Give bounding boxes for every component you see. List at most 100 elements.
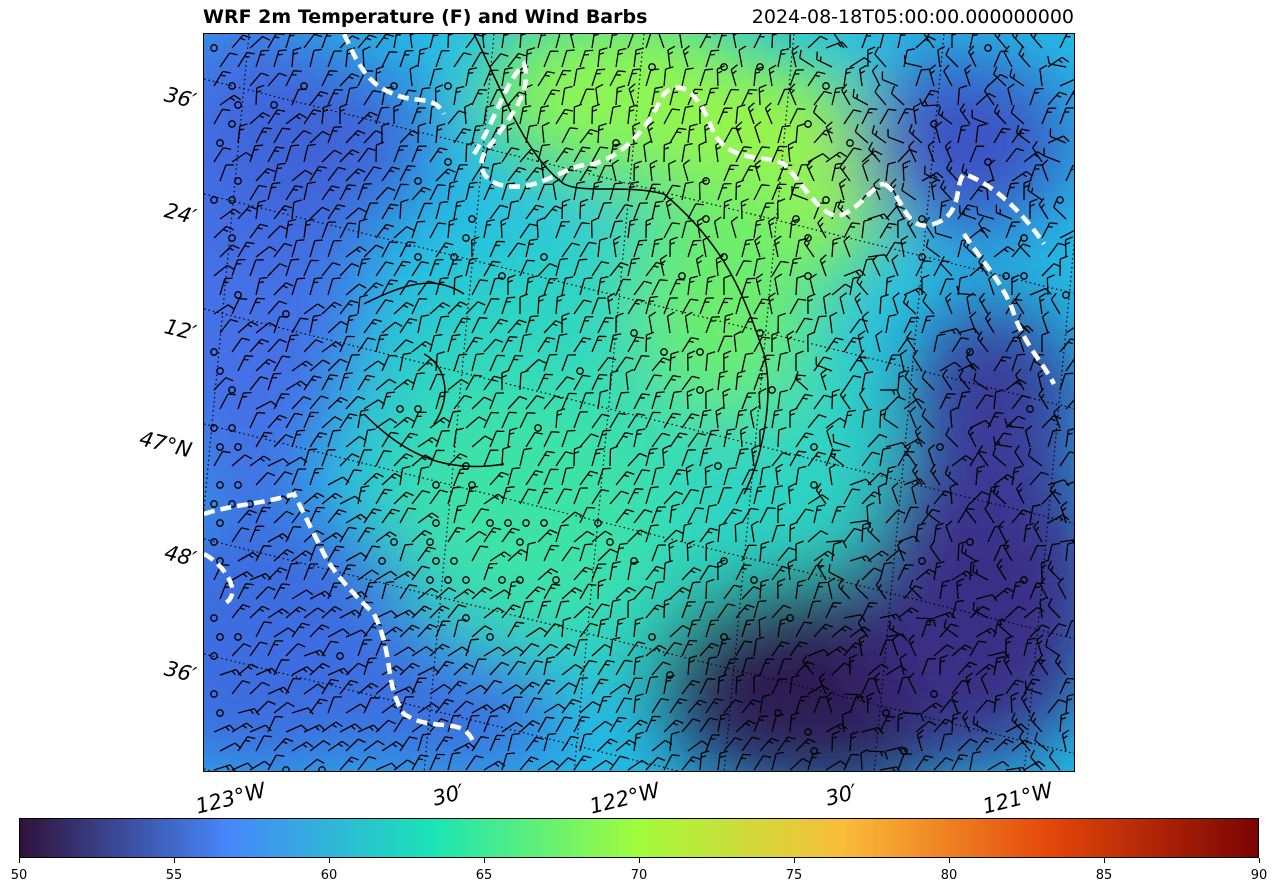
calm-wind-circle xyxy=(318,766,326,771)
wind-barb xyxy=(519,259,535,277)
wind-barb xyxy=(669,731,680,752)
wind-barb xyxy=(681,375,700,391)
wind-barb xyxy=(768,64,777,87)
wind-barb xyxy=(957,661,978,676)
wind-barb xyxy=(669,127,687,144)
wind-barb xyxy=(471,396,492,410)
wind-barb xyxy=(771,34,778,49)
wind-barb xyxy=(327,396,348,410)
wind-barb xyxy=(429,147,448,163)
wind-barb xyxy=(753,636,765,657)
wind-barb xyxy=(363,581,378,600)
wind-barb xyxy=(591,34,599,49)
wind-barb xyxy=(285,606,307,619)
wind-barb xyxy=(1009,68,1025,87)
wind-barb xyxy=(591,413,610,429)
wind-barb xyxy=(857,616,869,638)
calm-wind-circle xyxy=(378,557,386,565)
wind-barb xyxy=(705,619,719,638)
wind-barb xyxy=(489,240,505,258)
wind-barb xyxy=(852,88,869,106)
wind-barb xyxy=(519,681,540,695)
wind-barb xyxy=(213,304,236,315)
wind-barb xyxy=(321,606,342,619)
wind-barb xyxy=(645,183,661,201)
wind-barb xyxy=(411,605,432,619)
wind-barb xyxy=(858,349,869,372)
wind-barb xyxy=(833,34,845,49)
wind-barb xyxy=(357,449,372,467)
calm-wind-circle xyxy=(234,633,242,641)
wind-barb xyxy=(1041,159,1049,182)
wind-barb xyxy=(897,711,907,733)
wind-barb xyxy=(597,389,609,410)
wind-barb xyxy=(813,504,826,524)
calm-wind-circle xyxy=(696,348,704,356)
wind-barb xyxy=(615,391,630,410)
wind-barb xyxy=(633,160,643,182)
wind-barb xyxy=(663,529,684,543)
wind-barb xyxy=(345,469,362,486)
wind-barb xyxy=(393,416,415,429)
wind-barb xyxy=(573,299,592,315)
wind-barb xyxy=(659,254,668,277)
wind-barb xyxy=(267,72,287,87)
wind-barb xyxy=(273,315,288,334)
wind-barb xyxy=(267,608,290,619)
wind-barb xyxy=(843,753,860,771)
wind-barb xyxy=(885,465,897,486)
wind-barb xyxy=(447,410,462,429)
wind-barb xyxy=(1057,577,1067,600)
wind-barb xyxy=(465,530,487,543)
wind-barb xyxy=(632,122,641,144)
wind-barb xyxy=(543,353,558,372)
wind-barb xyxy=(813,129,834,144)
wind-barb xyxy=(321,262,341,277)
wind-barb xyxy=(303,683,325,695)
wind-barb xyxy=(237,509,257,524)
calm-wind-circle xyxy=(918,215,926,223)
wind-barb xyxy=(363,360,385,372)
wind-barb xyxy=(987,412,1004,429)
timestamp-label: 2024-08-18T05:00:00.000000000 xyxy=(751,6,1074,28)
wind-barb xyxy=(321,301,342,315)
wind-barb xyxy=(393,609,416,619)
wind-barb xyxy=(291,130,312,144)
wind-barb xyxy=(357,257,371,277)
wind-barb xyxy=(912,387,923,410)
wind-barb xyxy=(285,218,297,239)
temperature-map[interactable] xyxy=(203,33,1075,772)
calm-wind-circle xyxy=(540,519,548,527)
wind-barb xyxy=(867,550,889,562)
wind-barb xyxy=(777,426,787,448)
wind-barb xyxy=(555,524,569,543)
wind-barb xyxy=(219,668,242,677)
wind-barb xyxy=(501,445,511,467)
wind-barb xyxy=(519,412,536,429)
wind-barb xyxy=(291,395,312,410)
wind-barb xyxy=(543,656,556,676)
wind-barb xyxy=(213,70,231,87)
wind-barb xyxy=(339,262,360,277)
wind-barb xyxy=(1011,465,1023,486)
wind-barb xyxy=(1029,544,1046,562)
wind-barb xyxy=(645,524,659,543)
wind-barb xyxy=(633,47,644,68)
wind-barb xyxy=(813,581,828,600)
wind-barb xyxy=(969,491,990,505)
wind-barb xyxy=(1033,520,1043,543)
wind-barb xyxy=(799,49,815,68)
wind-barb xyxy=(749,406,758,429)
wind-barb xyxy=(777,48,790,68)
wind-barb xyxy=(219,393,236,410)
wind-barb xyxy=(579,198,589,220)
wind-barb xyxy=(249,724,272,733)
wind-barb xyxy=(787,558,796,581)
wind-barb xyxy=(957,204,976,220)
wind-barb xyxy=(648,311,657,334)
wind-barb xyxy=(483,219,495,239)
wind-barb xyxy=(879,562,893,581)
wind-barb xyxy=(507,52,527,68)
wind-barb xyxy=(501,369,510,390)
wind-barb xyxy=(1054,654,1067,676)
